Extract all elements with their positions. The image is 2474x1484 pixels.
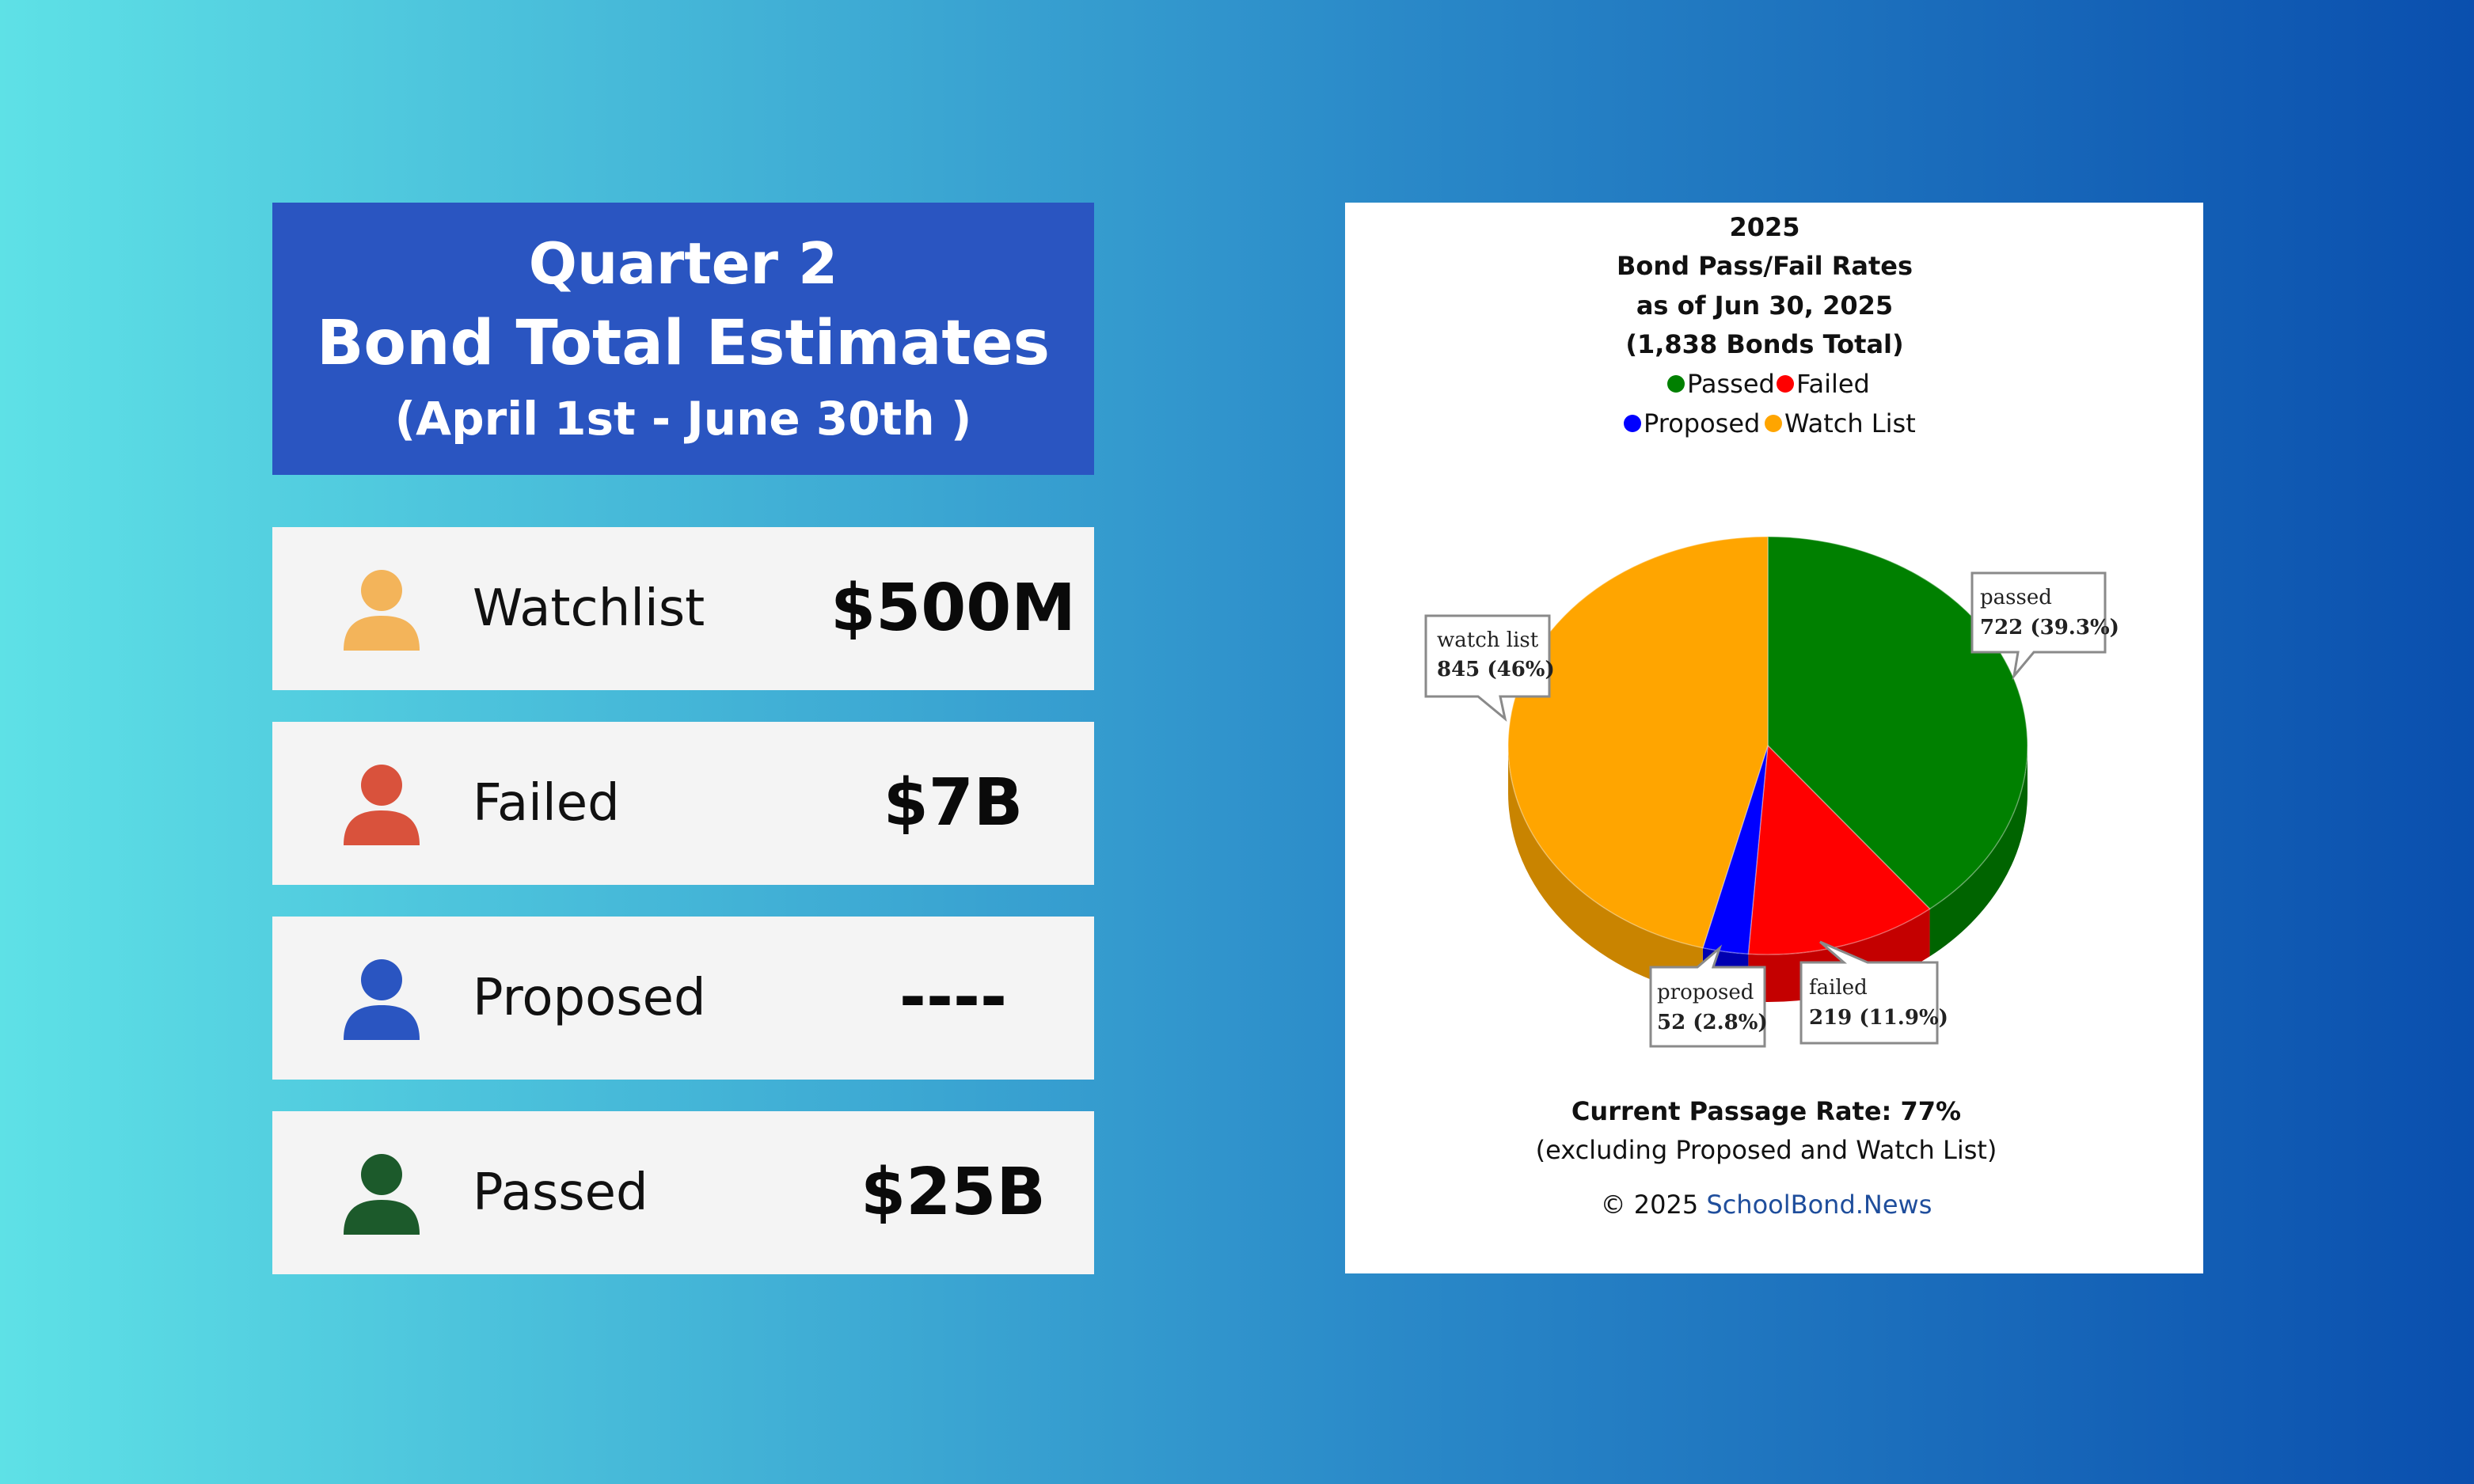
passage-rate: Current Passage Rate: 77% [1571,1096,1961,1126]
estimate-amount: $500M [830,571,1076,646]
schoolbond-link[interactable]: SchoolBond.News [1706,1190,1932,1220]
callout-label: watch list [1437,628,1539,652]
chart-title-year: 2025 [1729,212,1799,242]
person-icon [344,570,420,651]
person-icon [344,1154,420,1235]
estimate-label: Failed [473,774,620,833]
passage-rate-note: (excluding Proposed and Watch List) [1536,1135,1997,1165]
person-icon [344,765,420,845]
pie-slice-watch-list [1507,536,1769,949]
quarter-header: Quarter 2 Bond Total Estimates (April 1s… [272,203,1094,475]
estimate-label: Passed [473,1163,648,1222]
header-date-range: (April 1st - June 30th ) [394,392,972,446]
header-title: Bond Total Estimates [316,308,1051,379]
estimate-card-watchlist: Watchlist $500M [272,527,1094,690]
legend-label-failed: Failed [1796,369,1870,399]
pie-chart: 2025 Bond Pass/Fail Rates as of Jun 30, … [1424,212,2119,1220]
chart-subtitle-date: as of Jun 30, 2025 [1636,290,1893,321]
header-quarter: Quarter 2 [528,230,838,297]
person-icon [344,959,420,1040]
callout-value: 219 (11.9%) [1809,1006,1948,1030]
legend-label-proposed: Proposed [1644,408,1760,438]
copyright-prefix: © 2025 [1601,1190,1707,1220]
legend-swatch-passed [1667,375,1685,393]
pie-chart-panel: 2025 Bond Pass/Fail Rates as of Jun 30, … [1345,203,2203,1273]
callout-value: 52 (2.8%) [1657,1011,1768,1034]
chart-title: Bond Pass/Fail Rates [1617,251,1913,281]
callout-box [1799,940,1939,1045]
callout-failed: failed 219 (11.9%) [1799,940,1948,1045]
pie-side-passed [1929,746,2027,957]
estimate-amount: $25B [861,1155,1046,1230]
estimate-amount: ---- [899,960,1008,1035]
legend-label-watchlist: Watch List [1784,408,1916,438]
legend-swatch-watchlist [1765,415,1782,432]
estimate-amount: $7B [883,765,1024,841]
callout-label: failed [1809,976,1868,1000]
estimate-card-passed: Passed $25B [272,1111,1094,1274]
callout-label: proposed [1657,981,1754,1004]
chart-subtitle-total: (1,838 Bonds Total) [1625,329,1903,359]
callout-box [1970,571,2107,681]
callout-value: 722 (39.3%) [1980,616,2119,640]
callout-value: 845 (46%) [1437,658,1555,681]
callout-box [1424,614,1551,722]
callout-label: passed [1980,586,2052,609]
pie-slices [1507,536,2028,1002]
legend-swatch-proposed [1624,415,1641,432]
estimate-card-proposed: Proposed ---- [272,917,1094,1080]
callout-proposed: proposed 52 (2.8%) [1649,944,1768,1048]
chart-legend: Passed Failed Proposed Watch List [1624,369,1916,438]
copyright: © 2025 SchoolBond.News [1601,1190,1932,1220]
legend-label-passed: Passed [1687,369,1775,399]
estimate-card-failed: Failed $7B [272,722,1094,885]
estimate-label: Watchlist [473,579,705,638]
pie-slice-proposed [1701,745,1769,955]
callout-passed: passed 722 (39.3%) [1970,571,2119,681]
callout-box [1649,944,1766,1048]
pie-slice-failed [1747,744,1931,955]
estimate-label: Proposed [473,969,706,1027]
callout-watchlist: watch list 845 (46%) [1424,614,1555,722]
legend-swatch-failed [1777,375,1794,393]
